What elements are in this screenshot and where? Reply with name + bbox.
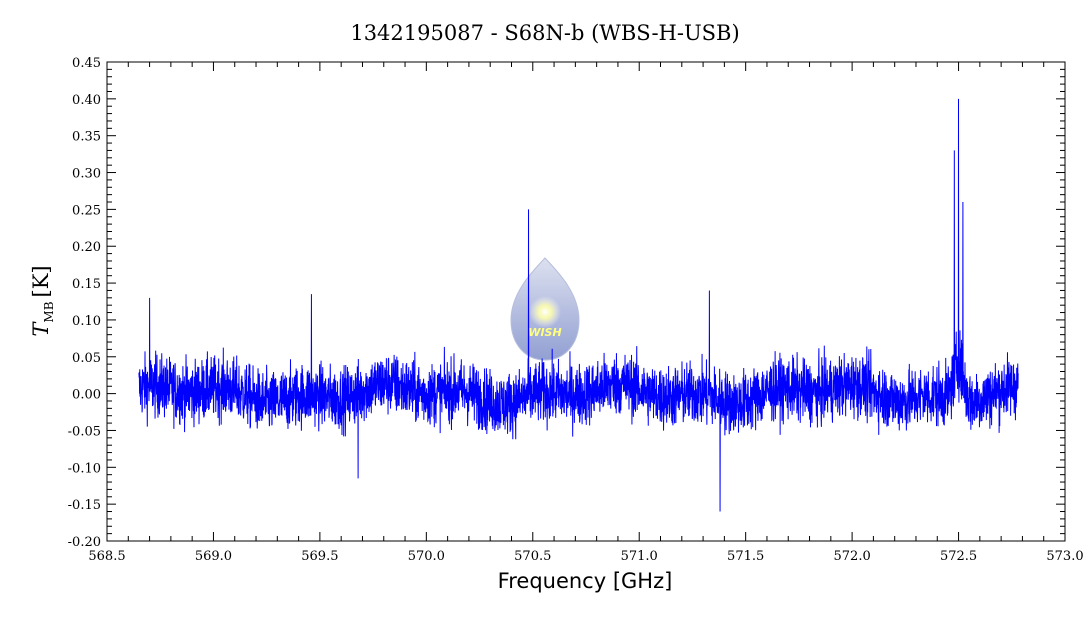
x-tick-label: 571.5 bbox=[727, 549, 764, 564]
wish-watermark: WISH bbox=[510, 257, 580, 361]
y-tick-label: 0.05 bbox=[72, 351, 101, 366]
series-line bbox=[138, 98, 1019, 512]
x-tick-label: 570.0 bbox=[408, 549, 445, 564]
watermark-text: WISH bbox=[528, 326, 561, 339]
x-axis: 568.5 569.0 569.5 570.0 570.5 571.0 571.5 572.0… bbox=[88, 62, 1084, 564]
y-tick-label: 0.35 bbox=[72, 130, 101, 145]
x-tick-label: 569.5 bbox=[301, 549, 338, 564]
y-axis-title-sub: MB bbox=[42, 301, 56, 322]
y-tick-label: 0.15 bbox=[72, 277, 101, 292]
x-tick-label: 568.5 bbox=[88, 549, 125, 564]
y-axis: -0.20 -0.15 -0.10 -0.05 0.00 0.05 0.10 0.15 0.20… bbox=[68, 56, 1065, 550]
y-tick-label: 0.45 bbox=[72, 56, 101, 71]
x-axis-title: Frequency [GHz] bbox=[498, 569, 673, 593]
y-tick-label: 0.40 bbox=[72, 93, 101, 108]
svg-text:TMB[K]: TMB [K] bbox=[29, 265, 56, 336]
x-tick-label: 573.0 bbox=[1046, 549, 1083, 564]
y-tick-label: 0.30 bbox=[72, 167, 101, 182]
y-axis-title-main: T bbox=[29, 321, 53, 337]
x-tick-label: 571.0 bbox=[621, 549, 658, 564]
x-tick-label: 572.5 bbox=[940, 549, 977, 564]
plot-area bbox=[138, 98, 1019, 512]
plot-frame bbox=[106, 61, 1066, 542]
x-tick-label: 572.0 bbox=[834, 549, 871, 564]
y-axis-title-unit: [K] bbox=[29, 265, 53, 297]
y-tick-label: 0.20 bbox=[72, 240, 101, 255]
y-tick-label: -0.20 bbox=[68, 535, 101, 550]
star-glow-icon bbox=[529, 296, 561, 328]
chart-title: 1342195087 - S68N-b (WBS-H-USB) bbox=[350, 21, 739, 45]
x-tick-label: 569.0 bbox=[195, 549, 232, 564]
y-tick-label: 0.10 bbox=[72, 314, 101, 329]
y-axis-title: TMB [K] bbox=[29, 265, 56, 336]
y-tick-label: 0.25 bbox=[72, 203, 101, 218]
y-tick-label: -0.15 bbox=[68, 498, 101, 513]
y-tick-label: 0.00 bbox=[72, 388, 101, 403]
y-tick-label: -0.05 bbox=[68, 424, 101, 439]
x-tick-label: 570.5 bbox=[514, 549, 551, 564]
y-tick-label: -0.10 bbox=[68, 461, 101, 476]
